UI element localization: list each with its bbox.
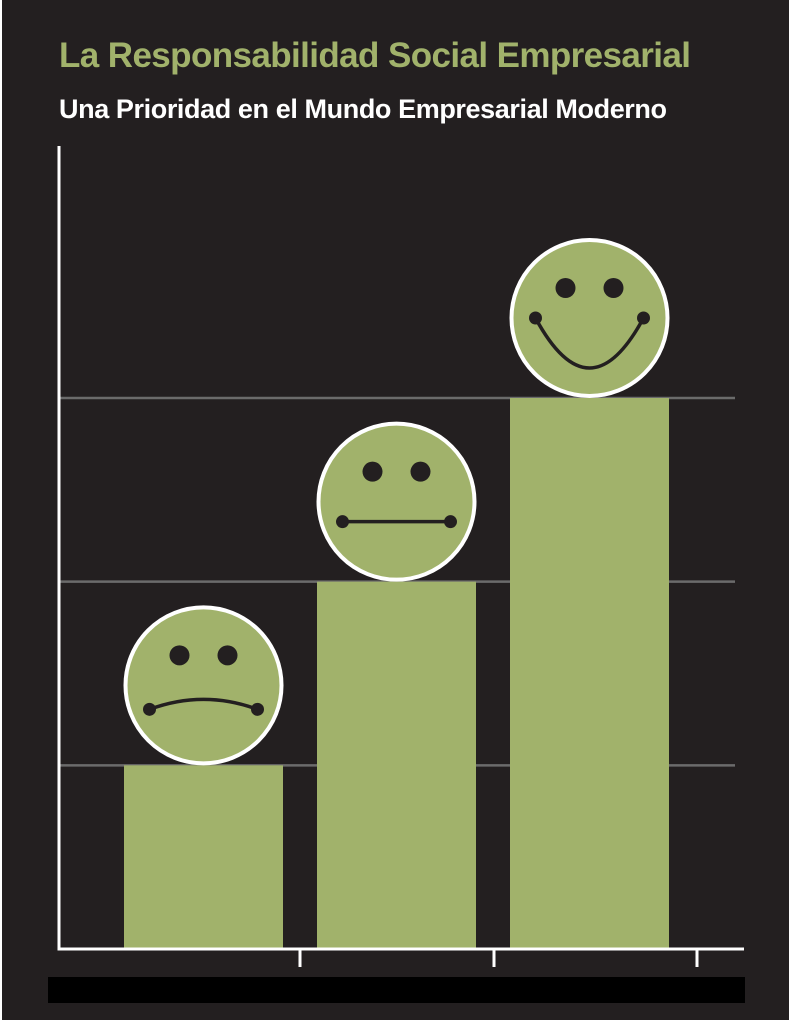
mouth bbox=[148, 697, 259, 711]
left-eye bbox=[362, 461, 383, 482]
neutral-face-icon bbox=[316, 421, 477, 582]
mouth-dot-right bbox=[251, 702, 264, 716]
mouth bbox=[533, 317, 646, 370]
bar-1 bbox=[124, 765, 283, 949]
happy-face-icon bbox=[509, 238, 670, 398]
mouth-dot-left bbox=[336, 515, 349, 529]
chart-subtitle: Una Prioridad en el Mundo Empresarial Mo… bbox=[59, 94, 667, 124]
bar-3 bbox=[510, 398, 669, 949]
face-outline bbox=[316, 421, 477, 582]
chart-title: La Responsabilidad Social Empresarial bbox=[59, 36, 691, 75]
right-eye bbox=[410, 461, 431, 482]
sad-face-icon bbox=[123, 605, 284, 766]
face-outline bbox=[123, 605, 284, 766]
footer-bar bbox=[48, 977, 745, 1003]
face-outline bbox=[509, 238, 670, 398]
left-eye bbox=[555, 278, 576, 298]
mouth-dot-right bbox=[444, 515, 457, 529]
bar-2 bbox=[317, 581, 476, 949]
right-eye bbox=[603, 278, 624, 298]
right-eye bbox=[217, 645, 238, 666]
mouth-dot-left bbox=[143, 702, 156, 716]
mouth-dot-left bbox=[529, 311, 542, 325]
mouth-dot-right bbox=[637, 311, 650, 325]
left-eye bbox=[169, 645, 190, 666]
